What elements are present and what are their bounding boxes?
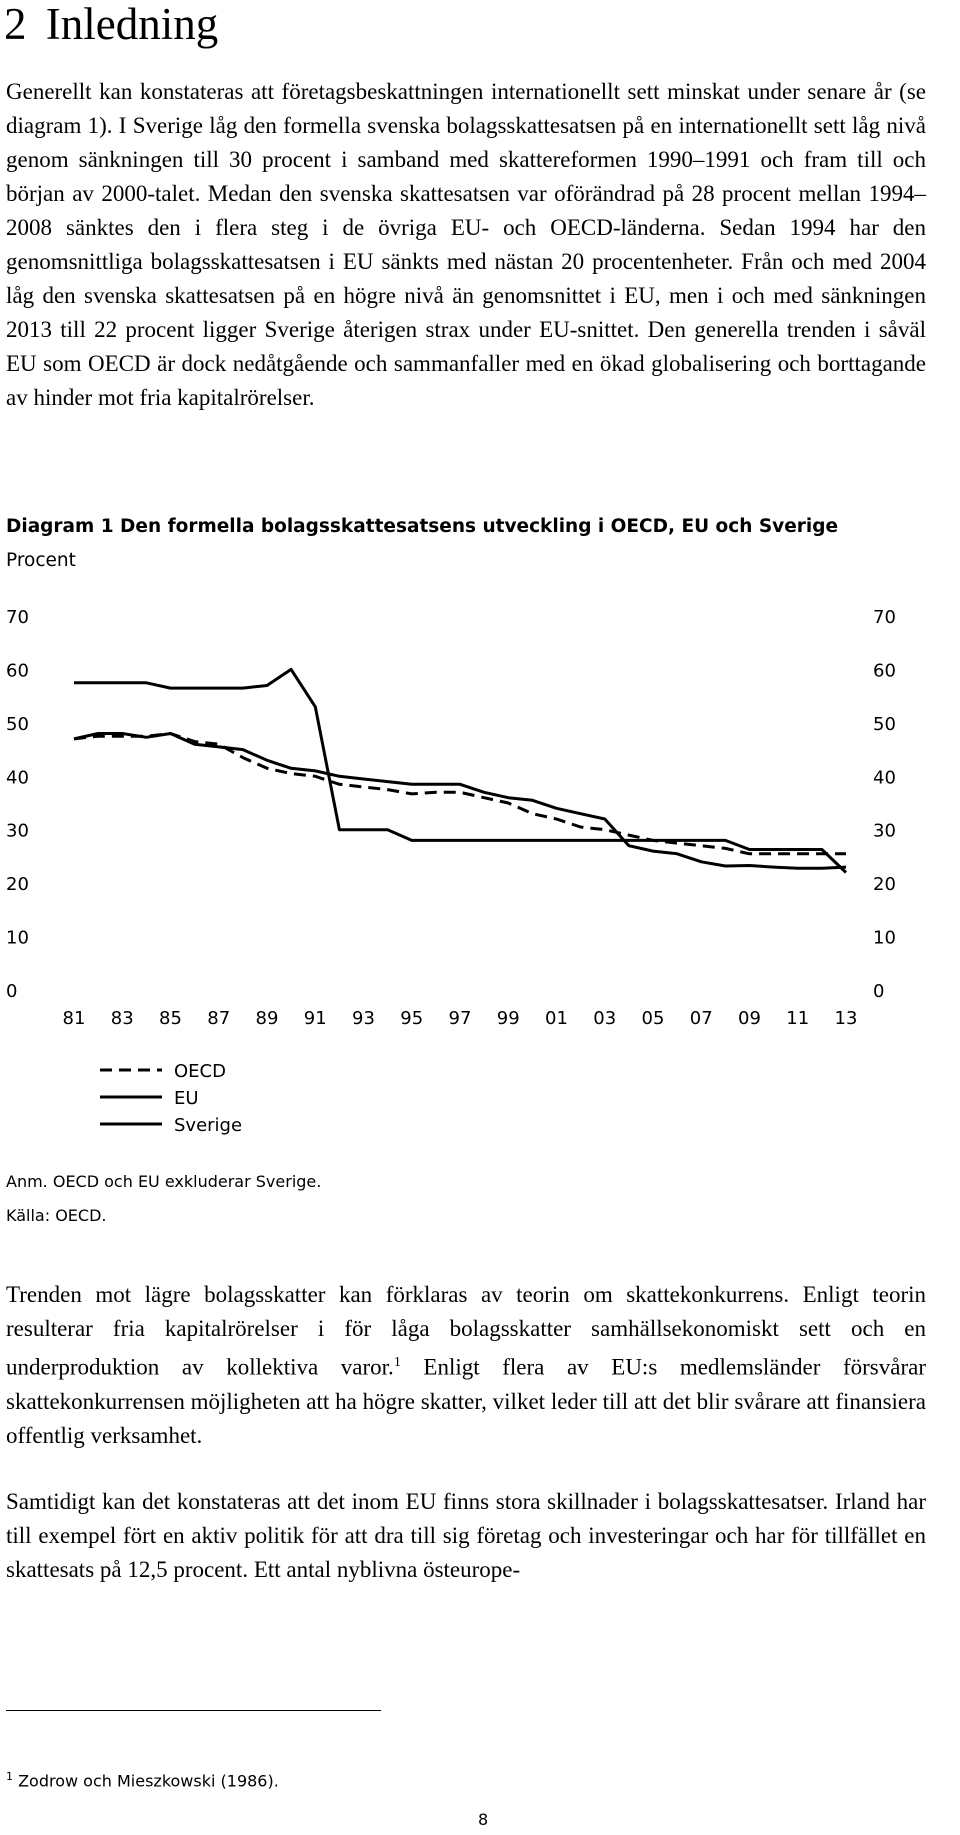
- y-tick-right-50: 50: [873, 714, 896, 735]
- y-tick-left-30: 30: [6, 821, 29, 842]
- x-tick-13: 13: [835, 1008, 858, 1029]
- x-tick-11: 11: [786, 1008, 809, 1029]
- footnote-text: Zodrow och Mieszkowski (1986).: [13, 1771, 279, 1791]
- y-tick-left-40: 40: [6, 767, 29, 788]
- section-heading: 2 Inledning: [4, 0, 218, 50]
- x-tick-05: 05: [642, 1008, 665, 1029]
- x-tick-93: 93: [352, 1008, 375, 1029]
- footnote-number: 1: [6, 1770, 13, 1783]
- diagram-unit: Procent: [6, 550, 76, 571]
- y-tick-left-50: 50: [6, 714, 29, 735]
- series-layer: [73, 667, 848, 874]
- y-axis-right: 0 10 20 30 40 50 60 70: [873, 607, 896, 1002]
- x-tick-09: 09: [738, 1008, 761, 1029]
- footnote-divider: [6, 1710, 381, 1711]
- legend-label-oecd: OECD: [174, 1061, 226, 1082]
- paragraph-2: Trenden mot lägre bolagsskatter kan förk…: [6, 1278, 926, 1453]
- y-tick-left-0: 0: [6, 981, 17, 1002]
- series-line-sverige: [74, 667, 848, 874]
- section-number: 2: [4, 0, 27, 49]
- x-axis: 81 83 85 87 89 91 93 95 97 99 01 03 05 07 09 11 13: [63, 1008, 858, 1029]
- x-tick-03: 03: [593, 1008, 616, 1029]
- y-tick-left-10: 10: [6, 928, 29, 949]
- x-tick-83: 83: [111, 1008, 134, 1029]
- x-tick-97: 97: [449, 1008, 472, 1029]
- y-tick-right-0: 0: [873, 981, 884, 1002]
- section-title: Inledning: [45, 0, 219, 49]
- y-tick-right-40: 40: [873, 767, 896, 788]
- x-tick-07: 07: [690, 1008, 713, 1029]
- chart-legend: OECD EU Sverige: [100, 1061, 242, 1136]
- x-tick-01: 01: [545, 1008, 568, 1029]
- paragraph-2-text-a: Trenden mot lägre bolagsskatter kan förk…: [6, 1282, 926, 1380]
- series-line-oecd: [73, 732, 846, 856]
- paragraph-2-text-b: Enligt flera av EU:s medlemsländer försv…: [6, 1354, 926, 1448]
- y-tick-right-20: 20: [873, 874, 896, 895]
- diagram-source: Källa: OECD.: [6, 1206, 107, 1225]
- y-axis-left: 0 10 20 30 40 50 60 70: [6, 607, 29, 1002]
- footnote: 1 Zodrow och Mieszkowski (1986).: [6, 1770, 279, 1790]
- legend-label-sverige: Sverige: [174, 1115, 242, 1136]
- x-tick-81: 81: [63, 1008, 86, 1029]
- paragraph-3: Samtidigt kan det konstateras att det in…: [6, 1489, 926, 1582]
- x-tick-89: 89: [256, 1008, 279, 1029]
- y-tick-right-60: 60: [873, 660, 896, 681]
- legend-label-eu: EU: [174, 1088, 199, 1109]
- footnote-reference[interactable]: 1: [393, 1355, 401, 1370]
- x-tick-87: 87: [207, 1008, 230, 1029]
- x-tick-99: 99: [497, 1008, 520, 1029]
- paragraph-1: Generellt kan konstateras att företagsbe…: [6, 79, 926, 410]
- x-tick-85: 85: [159, 1008, 182, 1029]
- diagram-title: Diagram 1 Den formella bolagsskattesatse…: [6, 516, 839, 537]
- y-tick-right-30: 30: [873, 821, 896, 842]
- x-tick-91: 91: [304, 1008, 327, 1029]
- y-tick-right-10: 10: [873, 928, 896, 949]
- y-tick-right-70: 70: [873, 607, 896, 628]
- y-tick-left-20: 20: [6, 874, 29, 895]
- y-tick-left-60: 60: [6, 660, 29, 681]
- y-tick-left-70: 70: [6, 607, 29, 628]
- diagram-note: Anm. OECD och EU exkluderar Sverige.: [6, 1172, 322, 1191]
- series-line-eu: [73, 732, 847, 870]
- page-number: 8: [478, 1810, 489, 1829]
- x-tick-95: 95: [400, 1008, 423, 1029]
